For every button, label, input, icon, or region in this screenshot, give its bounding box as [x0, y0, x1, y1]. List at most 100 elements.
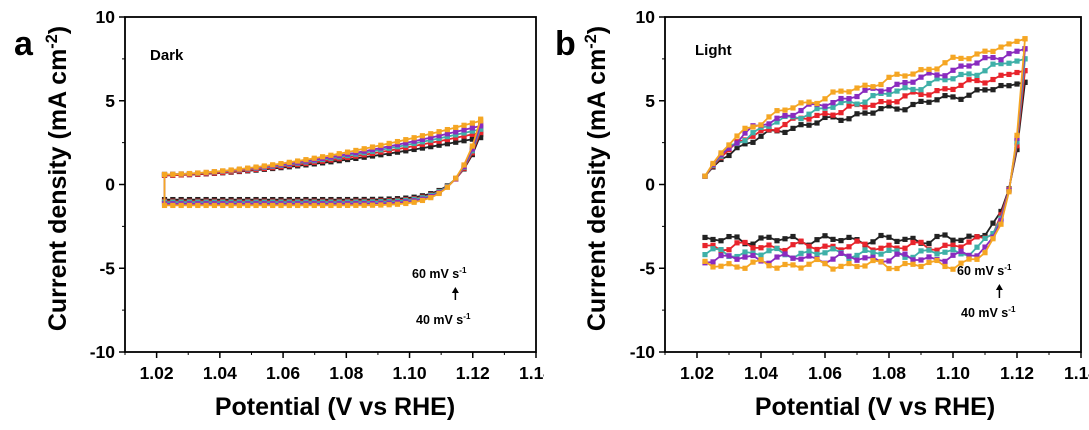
- data-point: [178, 202, 184, 209]
- data-point: [394, 201, 401, 207]
- data-point: [750, 259, 756, 265]
- data-point: [710, 160, 716, 167]
- data-point: [718, 150, 724, 156]
- data-point: [798, 107, 804, 114]
- data-point: [469, 136, 475, 142]
- condition-label: Dark: [150, 47, 184, 64]
- data-point: [386, 143, 392, 149]
- data-point: [170, 202, 176, 209]
- data-point: [469, 146, 475, 152]
- data-point: [278, 202, 284, 209]
- data-point: [766, 127, 772, 133]
- data-point: [902, 93, 908, 99]
- data-point: [918, 91, 924, 97]
- data-point: [419, 133, 426, 139]
- data-point: [974, 51, 980, 57]
- data-point: [878, 245, 884, 251]
- data-point: [750, 130, 756, 136]
- data-point: [966, 63, 972, 69]
- data-point: [261, 202, 267, 209]
- data-point: [846, 244, 852, 250]
- data-point: [750, 245, 756, 251]
- data-point: [934, 247, 940, 253]
- data-point: [998, 61, 1004, 67]
- data-point: [702, 173, 708, 179]
- data-point: [742, 138, 748, 144]
- data-point: [982, 250, 988, 256]
- data-point: [942, 77, 948, 83]
- data-point: [982, 235, 988, 242]
- data-point: [734, 253, 740, 260]
- data-point: [846, 96, 852, 102]
- data-point: [758, 133, 764, 139]
- data-point: [846, 234, 852, 241]
- data-point: [966, 233, 972, 239]
- data-point: [702, 252, 708, 258]
- data-point: [444, 141, 450, 147]
- data-point: [782, 247, 788, 254]
- data-point: [186, 170, 193, 177]
- data-point: [934, 257, 940, 264]
- data-point: [990, 48, 996, 54]
- data-point: [894, 99, 900, 105]
- data-point: [734, 133, 740, 139]
- data-point: [814, 105, 820, 112]
- data-point: [790, 233, 796, 240]
- data-point: [942, 249, 948, 255]
- data-point: [726, 261, 732, 267]
- data-point: [726, 145, 732, 151]
- data-point: [974, 253, 980, 259]
- data-point: [1022, 79, 1028, 85]
- data-point: [966, 256, 972, 262]
- data-point: [822, 114, 828, 121]
- data-point: [934, 97, 940, 103]
- data-point: [211, 169, 218, 175]
- data-point: [894, 238, 900, 245]
- data-point: [870, 257, 876, 264]
- data-point: [742, 125, 748, 131]
- data-point: [774, 127, 780, 133]
- data-point: [926, 99, 932, 105]
- data-point: [1014, 81, 1020, 87]
- data-point: [378, 145, 384, 151]
- data-point: [436, 129, 442, 135]
- data-point: [990, 76, 996, 83]
- data-point: [942, 86, 948, 92]
- x-tick-label: 1.14: [519, 363, 544, 383]
- data-point: [469, 120, 475, 126]
- data-point: [758, 245, 764, 251]
- data-point: [436, 138, 442, 144]
- data-point: [710, 264, 716, 270]
- data-point: [958, 237, 964, 243]
- data-point: [758, 252, 764, 258]
- data-point: [798, 250, 804, 256]
- data-point: [428, 131, 434, 137]
- data-point: [336, 202, 342, 209]
- data-point: [718, 246, 724, 253]
- data-point: [369, 144, 376, 150]
- data-point: [766, 234, 772, 240]
- data-point: [353, 147, 359, 154]
- data-point: [798, 116, 804, 122]
- data-point: [854, 85, 860, 91]
- data-point: [798, 265, 804, 271]
- data-point: [319, 202, 326, 209]
- data-point: [461, 162, 467, 168]
- data-point: [958, 96, 964, 102]
- data-point: [942, 242, 948, 248]
- data-point: [378, 142, 384, 148]
- plot-frame: [664, 16, 1082, 353]
- x-tick-label: 1.08: [872, 363, 906, 383]
- data-point: [444, 184, 450, 190]
- data-point: [950, 237, 956, 243]
- data-point: [838, 95, 844, 102]
- data-point: [998, 44, 1004, 50]
- data-point: [862, 82, 868, 88]
- data-point: [990, 87, 996, 93]
- data-point: [436, 142, 442, 148]
- data-point: [814, 120, 820, 126]
- data-point: [178, 171, 184, 177]
- data-point: [838, 110, 844, 116]
- data-point: [830, 112, 836, 118]
- data-point: [902, 79, 908, 86]
